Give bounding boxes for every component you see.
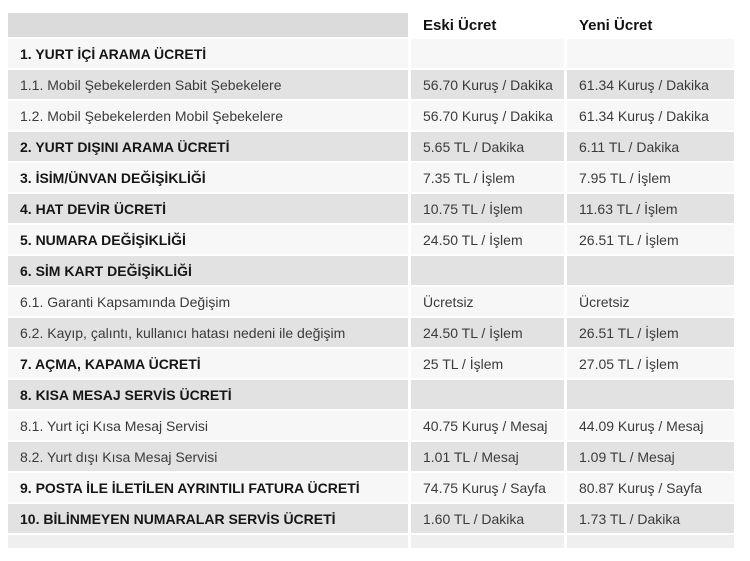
row-yeni-cell: Ücretsiz xyxy=(567,287,734,316)
row-eski-cell: 56.70 Kuruş / Dakika xyxy=(411,101,564,130)
fee-table-body: 1. YURT İÇİ ARAMA ÜCRETİ 1.1. Mobil Şebe… xyxy=(8,39,734,533)
row-label-cell: 4. HAT DEVİR ÜCRETİ xyxy=(8,194,408,223)
row-label-cell: 5. NUMARA DEĞİŞİKLİĞİ xyxy=(8,225,408,254)
partial-cell xyxy=(8,535,408,548)
row-eski-cell: 24.50 TL / İşlem xyxy=(411,225,564,254)
table-row: 8. KISA MESAJ SERVİS ÜCRETİ xyxy=(8,380,734,409)
table-row: 8.1. Yurt içi Kısa Mesaj Servisi 40.75 K… xyxy=(8,411,734,440)
table-row: 1.2. Mobil Şebekelerden Mobil Şebekelere… xyxy=(8,101,734,130)
row-eski-cell: 10.75 TL / İşlem xyxy=(411,194,564,223)
table-row: 8.2. Yurt dışı Kısa Mesaj Servisi 1.01 T… xyxy=(8,442,734,471)
row-eski-cell: 56.70 Kuruş / Dakika xyxy=(411,70,564,99)
table-row: 4. HAT DEVİR ÜCRETİ 10.75 TL / İşlem 11.… xyxy=(8,194,734,223)
row-yeni-cell xyxy=(567,256,734,285)
table-row: 6.1. Garanti Kapsamında Değişim Ücretsiz… xyxy=(8,287,734,316)
row-label-cell: 9. POSTA İLE İLETİLEN AYRINTILI FATURA Ü… xyxy=(8,473,408,502)
row-yeni-cell: 44.09 Kuruş / Mesaj xyxy=(567,411,734,440)
row-yeni-cell: 61.34 Kuruş / Dakika xyxy=(567,70,734,99)
row-yeni-cell: 80.87 Kuruş / Sayfa xyxy=(567,473,734,502)
row-eski-cell: Ücretsiz xyxy=(411,287,564,316)
fee-table: Eski Ücret Yeni Ücret 1. YURT İÇİ ARAMA … xyxy=(5,11,737,550)
table-row: 1. YURT İÇİ ARAMA ÜCRETİ xyxy=(8,39,734,68)
row-yeni-cell: 1.73 TL / Dakika xyxy=(567,504,734,533)
table-row: 5. NUMARA DEĞİŞİKLİĞİ 24.50 TL / İşlem 2… xyxy=(8,225,734,254)
row-label-cell: 2. YURT DIŞINI ARAMA ÜCRETİ xyxy=(8,132,408,161)
row-eski-cell: 25 TL / İşlem xyxy=(411,349,564,378)
header-empty-cell xyxy=(8,13,408,37)
table-row: 6. SİM KART DEĞİŞİKLİĞİ xyxy=(8,256,734,285)
row-eski-cell xyxy=(411,256,564,285)
row-yeni-cell: 6.11 TL / Dakika xyxy=(567,132,734,161)
row-eski-cell: 7.35 TL / İşlem xyxy=(411,163,564,192)
row-label-cell: 3. İSİM/ÜNVAN DEĞİŞİKLİĞİ xyxy=(8,163,408,192)
table-row: 9. POSTA İLE İLETİLEN AYRINTILI FATURA Ü… xyxy=(8,473,734,502)
partial-cell xyxy=(411,535,564,548)
header-eski-cell: Eski Ücret xyxy=(411,13,564,37)
row-label-cell: 7. AÇMA, KAPAMA ÜCRETİ xyxy=(8,349,408,378)
row-label-cell: 1. YURT İÇİ ARAMA ÜCRETİ xyxy=(8,39,408,68)
row-label-cell: 8. KISA MESAJ SERVİS ÜCRETİ xyxy=(8,380,408,409)
row-yeni-cell: 1.09 TL / Mesaj xyxy=(567,442,734,471)
row-yeni-cell: 61.34 Kuruş / Dakika xyxy=(567,101,734,130)
row-label-cell: 6. SİM KART DEĞİŞİKLİĞİ xyxy=(8,256,408,285)
table-row: 1.1. Mobil Şebekelerden Sabit Şebekelere… xyxy=(8,70,734,99)
table-row: 7. AÇMA, KAPAMA ÜCRETİ 25 TL / İşlem 27.… xyxy=(8,349,734,378)
row-label-cell: 6.1. Garanti Kapsamında Değişim xyxy=(8,287,408,316)
row-yeni-cell: 26.51 TL / İşlem xyxy=(567,318,734,347)
partial-bottom-row xyxy=(8,535,734,548)
fee-table-foot xyxy=(8,535,734,548)
row-yeni-cell xyxy=(567,39,734,68)
row-label-cell: 1.2. Mobil Şebekelerden Mobil Şebekelere xyxy=(8,101,408,130)
header-row: Eski Ücret Yeni Ücret xyxy=(8,13,734,37)
row-eski-cell: 1.60 TL / Dakika xyxy=(411,504,564,533)
row-yeni-cell: 27.05 TL / İşlem xyxy=(567,349,734,378)
row-label-cell: 8.1. Yurt içi Kısa Mesaj Servisi xyxy=(8,411,408,440)
row-yeni-cell: 11.63 TL / İşlem xyxy=(567,194,734,223)
header-yeni-cell: Yeni Ücret xyxy=(567,13,734,37)
row-eski-cell xyxy=(411,380,564,409)
row-label-cell: 8.2. Yurt dışı Kısa Mesaj Servisi xyxy=(8,442,408,471)
table-row: 2. YURT DIŞINI ARAMA ÜCRETİ 5.65 TL / Da… xyxy=(8,132,734,161)
row-yeni-cell: 7.95 TL / İşlem xyxy=(567,163,734,192)
table-row: 6.2. Kayıp, çalıntı, kullanıcı hatası ne… xyxy=(8,318,734,347)
row-label-cell: 10. BİLİNMEYEN NUMARALAR SERVİS ÜCRETİ xyxy=(8,504,408,533)
row-yeni-cell xyxy=(567,380,734,409)
row-eski-cell: 1.01 TL / Mesaj xyxy=(411,442,564,471)
table-row: 10. BİLİNMEYEN NUMARALAR SERVİS ÜCRETİ 1… xyxy=(8,504,734,533)
row-yeni-cell: 26.51 TL / İşlem xyxy=(567,225,734,254)
row-label-cell: 1.1. Mobil Şebekelerden Sabit Şebekelere xyxy=(8,70,408,99)
partial-cell xyxy=(567,535,734,548)
row-eski-cell: 74.75 Kuruş / Sayfa xyxy=(411,473,564,502)
row-eski-cell xyxy=(411,39,564,68)
row-eski-cell: 5.65 TL / Dakika xyxy=(411,132,564,161)
fee-table-header: Eski Ücret Yeni Ücret xyxy=(8,13,734,37)
row-eski-cell: 40.75 Kuruş / Mesaj xyxy=(411,411,564,440)
table-row: 3. İSİM/ÜNVAN DEĞİŞİKLİĞİ 7.35 TL / İşle… xyxy=(8,163,734,192)
row-label-cell: 6.2. Kayıp, çalıntı, kullanıcı hatası ne… xyxy=(8,318,408,347)
row-eski-cell: 24.50 TL / İşlem xyxy=(411,318,564,347)
